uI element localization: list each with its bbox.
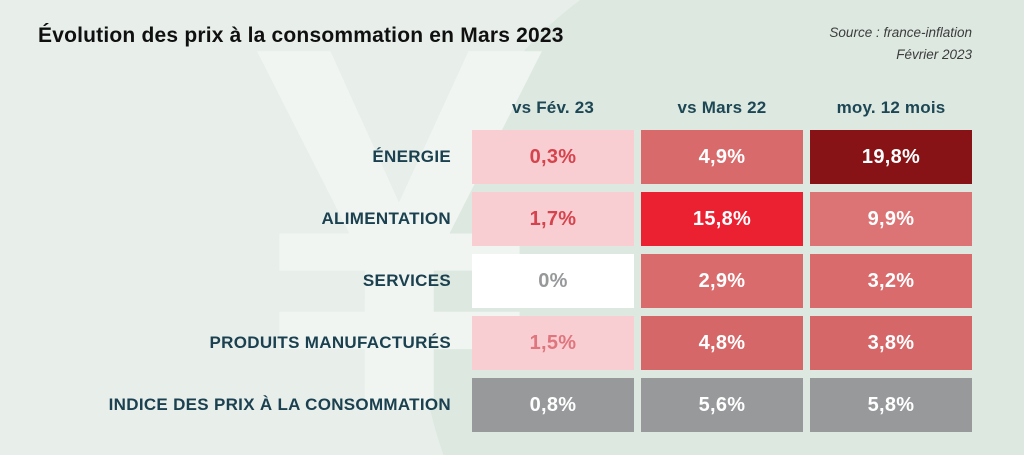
value-cell: 0,3% <box>472 130 634 184</box>
column-header-moy-12-mois: moy. 12 mois <box>836 98 946 117</box>
value-cell: 0,8% <box>472 378 634 432</box>
source-note: Source : france-inflation Février 2023 <box>829 22 972 67</box>
value-cell: 1,7% <box>472 192 634 246</box>
page-title: Évolution des prix à la consommation en … <box>38 24 564 47</box>
value-cell: 4,8% <box>641 316 803 370</box>
value-cell: 15,8% <box>641 192 803 246</box>
source-line-1: Source : france-inflation <box>829 25 972 40</box>
value-cell: 19,8% <box>810 130 972 184</box>
value-cell: 5,6% <box>641 378 803 432</box>
row-label-energie: ÉNERGIE <box>372 147 451 166</box>
value-cell: 9,9% <box>810 192 972 246</box>
table-corner-spacer <box>30 88 465 122</box>
value-cell: 2,9% <box>641 254 803 308</box>
value-cell: 3,2% <box>810 254 972 308</box>
row-label-produits-manufactures: PRODUITS MANUFACTURÉS <box>209 333 451 352</box>
row-label-services: SERVICES <box>362 271 451 290</box>
value-cell: 0% <box>472 254 634 308</box>
source-line-2: Février 2023 <box>896 47 972 63</box>
value-cell: 4,9% <box>641 130 803 184</box>
row-label-indice-des-prix: INDICE DES PRIX À LA CONSOMMATION <box>108 395 451 414</box>
value-cell: 5,8% <box>810 378 972 432</box>
column-header-vs-mars-22: vs Mars 22 <box>677 98 767 117</box>
inflation-table: vs Fév. 23 vs Mars 22 moy. 12 mois ÉNERG… <box>30 88 972 432</box>
column-header-vs-fev-23: vs Fév. 23 <box>511 98 595 117</box>
value-cell: 1,5% <box>472 316 634 370</box>
value-cell: 3,8% <box>810 316 972 370</box>
row-label-alimentation: ALIMENTATION <box>321 209 451 228</box>
